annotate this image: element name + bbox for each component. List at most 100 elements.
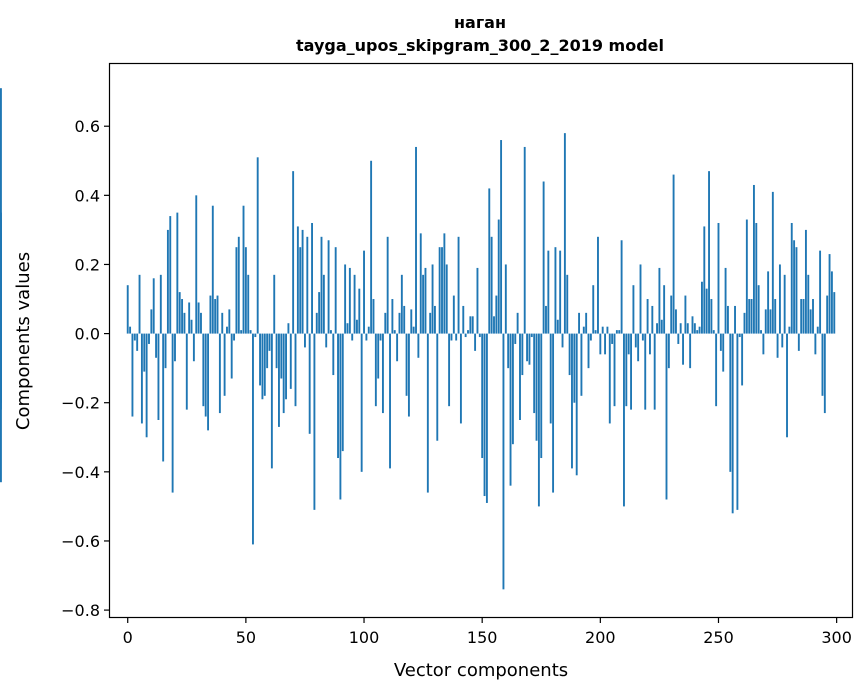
bar: [0, 333, 2, 400]
bar: [341, 333, 344, 452]
bar: [426, 333, 429, 493]
bar: [708, 171, 710, 334]
bar: [719, 333, 722, 351]
bar: [452, 295, 455, 334]
bar: [379, 333, 382, 341]
bar: [488, 188, 491, 334]
bar: [214, 299, 217, 334]
bar: [358, 288, 361, 334]
bar: [240, 330, 243, 334]
bar: [757, 285, 760, 334]
bar: [448, 333, 451, 407]
bar: [254, 333, 257, 338]
bar: [639, 264, 642, 334]
y-tick-label: −0.2: [61, 394, 100, 413]
bar: [549, 333, 552, 424]
bar: [355, 319, 358, 334]
bar: [150, 309, 153, 334]
bar: [216, 295, 219, 334]
bar: [823, 333, 826, 414]
bar: [830, 271, 833, 334]
bar: [552, 333, 555, 493]
bar-series: [0, 88, 836, 590]
bar: [422, 274, 425, 334]
bar: [164, 333, 167, 369]
bar: [615, 330, 618, 334]
bar: [268, 333, 271, 351]
bar: [306, 236, 309, 334]
bar: [819, 250, 822, 334]
bar: [365, 333, 368, 341]
bar: [433, 305, 436, 334]
bar: [188, 302, 191, 334]
bar: [273, 274, 276, 334]
bar: [178, 292, 181, 334]
bar: [781, 333, 784, 348]
bar: [656, 323, 658, 334]
bar: [504, 264, 507, 334]
bar: [705, 288, 708, 334]
bar: [599, 333, 602, 355]
bar: [547, 250, 550, 334]
y-axis-label: Components values: [13, 252, 34, 430]
bar: [391, 299, 394, 334]
bar: [729, 333, 732, 472]
bar: [218, 333, 221, 414]
bar: [573, 333, 576, 403]
bar: [412, 326, 415, 334]
bar: [752, 184, 755, 334]
bar: [788, 326, 791, 334]
bar: [519, 333, 521, 420]
bar: [438, 247, 441, 334]
bar: [386, 236, 389, 334]
bar: [646, 299, 649, 334]
x-tick-label: 200: [585, 628, 616, 647]
bar: [256, 157, 259, 334]
bar: [247, 274, 250, 334]
bar: [405, 333, 408, 396]
bar: [594, 330, 597, 334]
bar: [159, 274, 162, 334]
bar: [677, 333, 680, 344]
bar: [540, 333, 543, 459]
bar: [462, 305, 465, 334]
bar: [587, 333, 590, 369]
bar: [166, 229, 169, 334]
bar: [318, 292, 321, 334]
x-axis-label: Vector components: [394, 660, 568, 681]
bar: [545, 305, 547, 334]
bar: [571, 333, 573, 469]
bar: [812, 299, 814, 334]
bar: [807, 274, 810, 334]
bar: [230, 333, 233, 379]
bar: [296, 226, 299, 334]
bar: [535, 333, 538, 441]
bar: [322, 274, 325, 334]
bar: [618, 330, 621, 334]
bar: [185, 333, 188, 410]
bar: [304, 333, 306, 348]
bar: [299, 247, 302, 334]
bar: [301, 229, 304, 334]
bar: [419, 233, 422, 334]
x-tick-label: 300: [821, 628, 852, 647]
bar: [686, 323, 689, 334]
bar: [204, 333, 207, 417]
bar: [582, 326, 585, 334]
bar: [190, 319, 193, 334]
bar: [261, 333, 264, 400]
bar: [263, 333, 266, 396]
bar: [325, 333, 328, 348]
x-axis-ticks: 0 50 100 150 200 250 300: [123, 617, 852, 647]
bar: [783, 274, 786, 334]
bar: [289, 333, 292, 389]
bar: [372, 299, 375, 334]
bar: [483, 333, 486, 497]
bar: [679, 323, 682, 334]
bar: [793, 240, 796, 334]
y-tick-label: 0.0: [75, 325, 100, 344]
bar: [162, 333, 165, 462]
bar: [183, 312, 186, 334]
bar: [712, 330, 715, 334]
bar: [516, 312, 519, 334]
